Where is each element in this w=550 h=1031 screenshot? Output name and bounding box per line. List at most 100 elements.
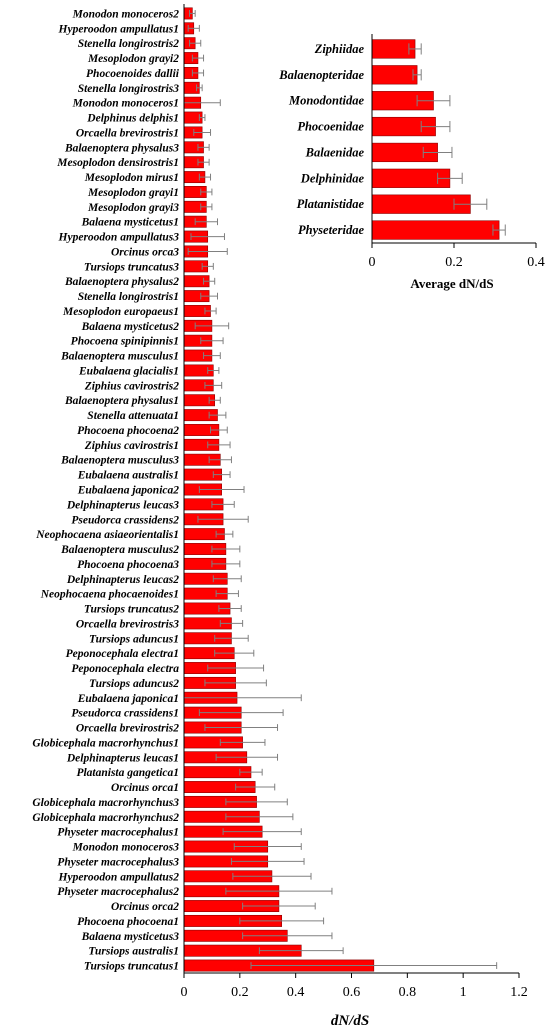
main-error-bar: [187, 248, 228, 255]
main-error-bar: [189, 39, 202, 47]
main-error-bar: [204, 724, 279, 731]
inset-error-bar: [422, 146, 453, 159]
main-error-bar: [208, 456, 232, 464]
main-error-bar: [225, 887, 333, 895]
main-error-bar: [197, 515, 249, 523]
main-category-label: Tursiops truncatus2: [84, 604, 179, 616]
main-category-label: Balaenoptera musculus3: [60, 455, 179, 467]
main-error-bars-group: [183, 10, 498, 969]
main-error-bar: [190, 233, 225, 240]
main-category-label: Orcinus orca1: [111, 782, 179, 794]
inset-x-tick-label: 0.2: [445, 255, 463, 270]
main-error-bar: [204, 307, 217, 315]
inset-category-label: Delphinidae: [300, 171, 365, 185]
main-category-label: Tursiops australis1: [88, 946, 179, 958]
main-category-label: Orcaella brevirostris2: [76, 723, 179, 735]
main-category-label: Platanista gangetica1: [76, 767, 179, 779]
inset-category-label: Ziphiidae: [314, 42, 365, 56]
inset-error-bar: [412, 69, 422, 81]
main-category-label: Neophocaena phocaenoides1: [40, 589, 179, 601]
main-category-label: Delphinapterus leucas2: [66, 574, 179, 586]
main-x-tick-label: 1: [460, 985, 467, 1000]
main-x-tick-label: 0.4: [287, 985, 305, 1000]
main-category-label: Pseudorca crassidens1: [71, 708, 179, 720]
main-category-label: Orcinus orca2: [111, 901, 179, 913]
main-error-bar: [225, 798, 288, 806]
inset-bar: [371, 220, 500, 240]
main-error-bar: [200, 203, 213, 211]
main-error-bar: [194, 322, 230, 330]
main-error-bar: [191, 54, 205, 62]
inset-bar: [371, 65, 418, 85]
main-x-tick-label: 0.6: [343, 985, 361, 1000]
inset-x-tick-label: 0: [369, 255, 376, 270]
main-category-label: Tursiops truncatus1: [84, 961, 179, 973]
inset-category-label: Physeteridae: [298, 223, 364, 237]
main-error-bar: [210, 426, 228, 434]
main-error-bar: [187, 24, 200, 32]
main-category-label: Monodon monoceros1: [72, 98, 179, 110]
main-error-bar: [203, 277, 216, 285]
main-category-label: Mesoplodon grayi2: [87, 53, 179, 65]
main-category-labels: Monodon monoceros2 Hyperoodon ampullatus1…: [32, 8, 179, 972]
main-category-label: Delphinus delphis1: [86, 113, 179, 125]
main-category-label: Delphinapterus leucas1: [66, 752, 179, 764]
main-error-bar: [230, 858, 305, 865]
main-category-label: Balaena mysticetus1: [81, 217, 179, 229]
inset-x-tick-label: 0.4: [527, 255, 545, 270]
main-category-label: Eubalaena japonica1: [77, 693, 179, 705]
main-error-bar: [225, 813, 294, 821]
main-category-label: Stenella longirostris2: [78, 38, 180, 50]
inset-error-bar: [453, 198, 488, 210]
main-category-label: Phocoena phocoena2: [77, 425, 179, 437]
main-error-bar: [211, 545, 241, 553]
main-error-bar: [219, 739, 266, 746]
main-category-label: Phocoenoides dallii: [86, 68, 180, 80]
main-category-label: Neophocaena asiaeorientalis1: [35, 529, 179, 541]
inset-error-bar: [416, 95, 451, 107]
main-error-bar: [204, 381, 223, 389]
main-category-label: Eubalaena australis1: [77, 470, 179, 482]
inset-error-bar: [437, 172, 463, 184]
main-category-label: Peponocephala electra1: [66, 648, 179, 660]
main-error-bar: [198, 709, 284, 717]
inset-category-label: Monodontidae: [288, 94, 364, 108]
main-error-bar: [198, 486, 245, 493]
main-category-label: Delphinapterus leucas3: [66, 499, 179, 511]
main-error-bar: [214, 634, 249, 642]
main-error-bar: [194, 218, 218, 226]
inset-category-label: Phocoenidae: [297, 120, 364, 134]
main-category-label: Tursiops aduncus2: [89, 678, 179, 690]
main-category-label: Eubalaena japonica2: [77, 485, 180, 497]
main-error-bar: [203, 352, 221, 359]
main-error-bar: [258, 947, 344, 955]
main-error-bar: [193, 129, 212, 136]
main-category-label: Orcinus orca3: [111, 246, 179, 258]
main-axes: 0 0.2 0.4 0.6 0.8 1 1.2: [181, 4, 528, 1000]
main-category-label: Peponocephala electra: [71, 663, 179, 675]
main-error-bar: [215, 753, 279, 761]
main-category-label: Orcaella brevirostris1: [76, 127, 179, 139]
main-category-label: Globicephala macrorhynchus1: [32, 737, 179, 749]
main-category-label: Ziphius cavirostris2: [84, 380, 180, 392]
main-category-label: Phocoena phocoena3: [77, 559, 179, 571]
main-error-bar: [197, 143, 210, 151]
main-error-bar: [207, 367, 220, 374]
main-category-label: Stenella attenuata1: [87, 410, 179, 422]
main-category-label: Hyperoodon ampullatus1: [58, 23, 179, 35]
main-category-label: Physeter macrocephalus3: [57, 856, 179, 868]
main-error-bar: [191, 69, 205, 77]
main-error-bar: [232, 872, 312, 880]
inset-category-label: Balaenidae: [305, 145, 365, 159]
main-category-label: Globicephala macrorhynchus2: [32, 812, 179, 824]
main-category-label: Tursiops aduncus1: [89, 633, 179, 645]
main-error-bar: [219, 620, 244, 627]
inset-x-axis-title: Average dN/dS: [410, 276, 493, 291]
inset-category-labels: Ziphiidae Balaenopteridae Monodontidae Phoc…: [278, 42, 364, 237]
main-error-bar: [208, 411, 227, 419]
main-category-label: Monodon monoceros3: [72, 842, 180, 854]
main-error-bar: [189, 10, 196, 17]
inset-error-bar: [408, 43, 422, 55]
main-category-label: Balaenoptera musculus2: [60, 544, 179, 556]
main-x-tick-label: 0: [181, 985, 188, 1000]
